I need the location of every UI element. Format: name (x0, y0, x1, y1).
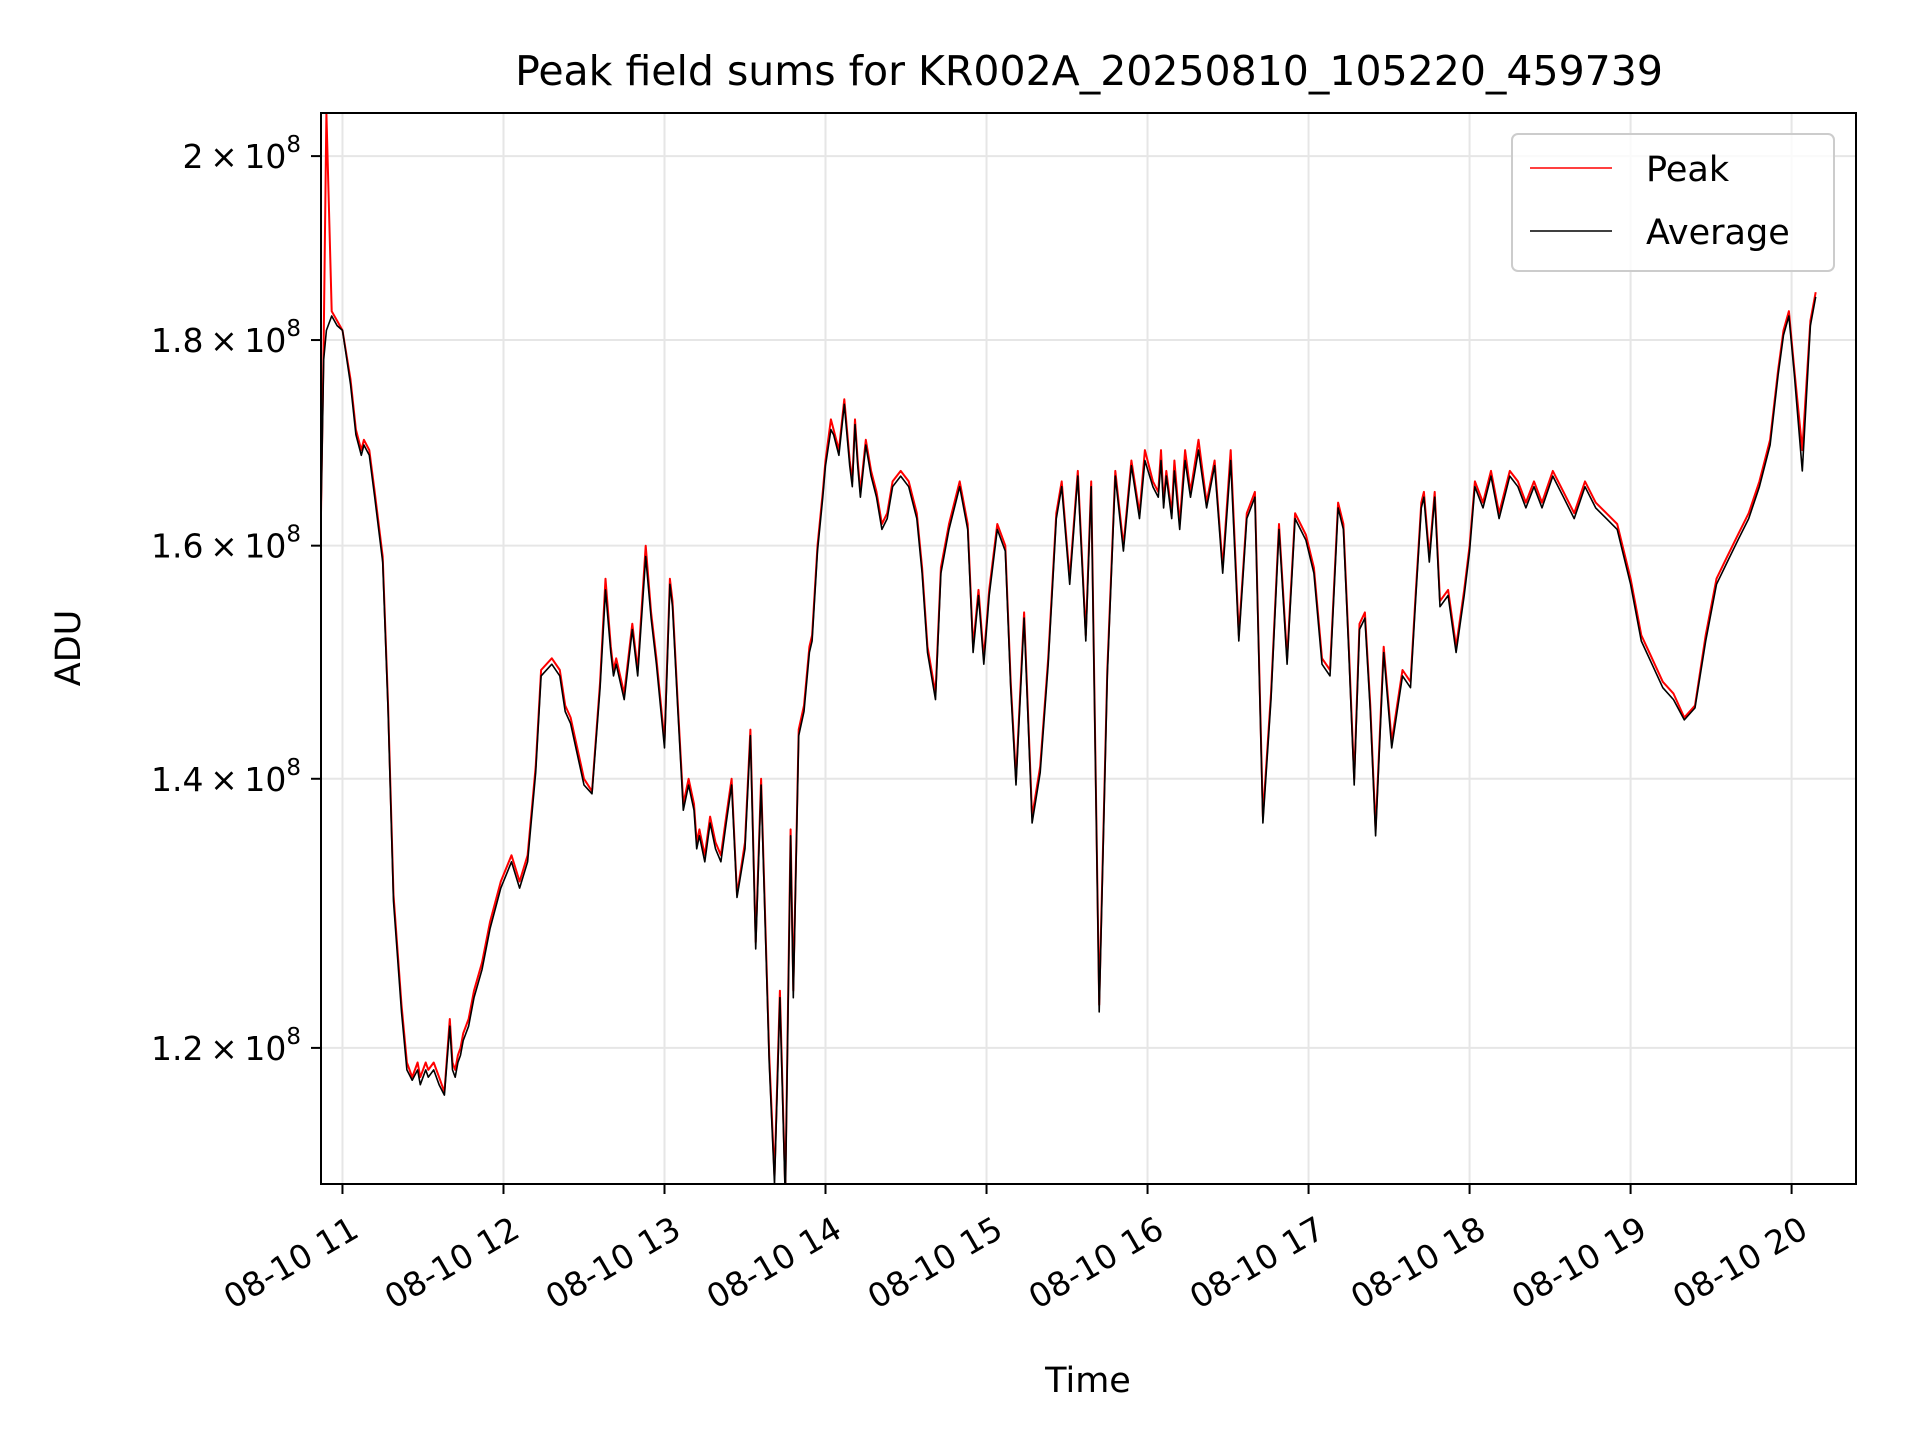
y-axis-label: ADU (49, 610, 89, 687)
y-axis: 1.2 × 108 1.4 × 108 1.6 × 108 1.8 × 108 2 × … (151, 132, 321, 1068)
legend: Peak Average (1511, 133, 1835, 272)
plot-lines (321, 113, 1817, 1184)
y-tick-label: 1.8 × 108 (151, 316, 301, 360)
series-line-average (321, 296, 1817, 1184)
legend-average-label: Average (1646, 213, 1790, 253)
grid (321, 113, 1856, 1184)
y-tick-label: 2 × 108 (183, 132, 301, 176)
x-axis-label: Time (1044, 1361, 1131, 1401)
y-tick-label: 1.6 × 108 (151, 522, 301, 566)
y-tick-label: 1.4 × 108 (151, 755, 301, 799)
chart-title: Peak field sums for KR002A_20250810_1052… (515, 47, 1663, 95)
legend-peak-label: Peak (1646, 150, 1730, 190)
y-tick-label: 1.2 × 108 (151, 1024, 301, 1068)
plot-frame (320, 112, 1857, 1185)
